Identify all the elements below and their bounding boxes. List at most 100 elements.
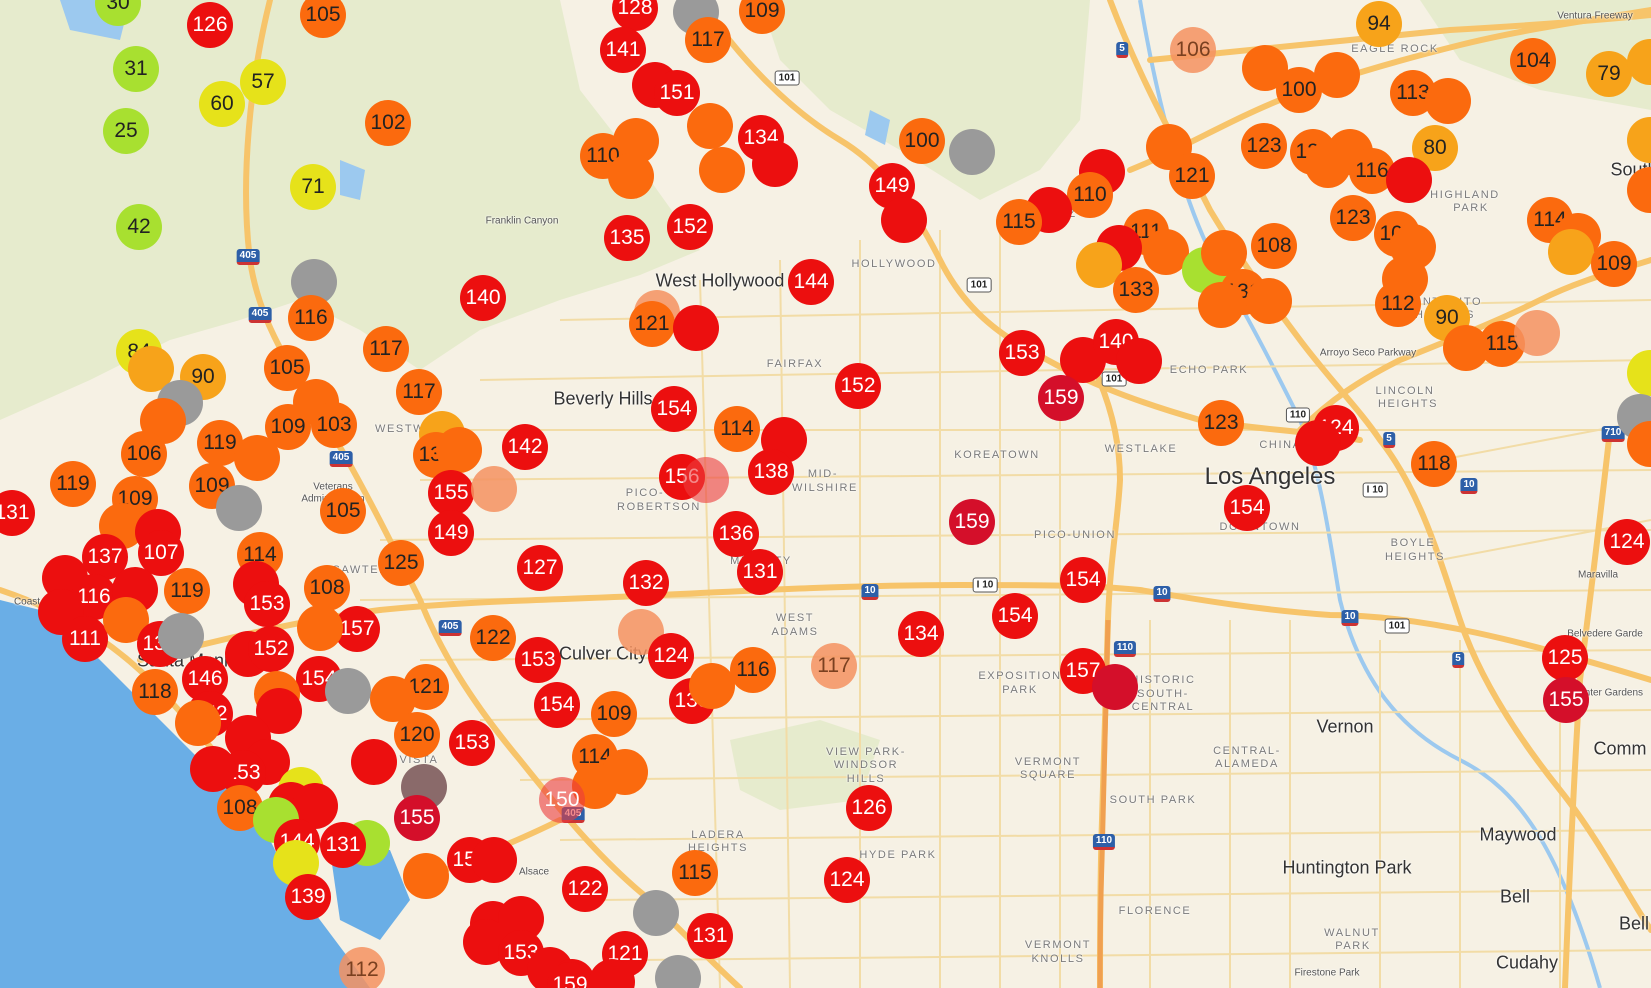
- sensor-marker[interactable]: 114: [714, 406, 760, 452]
- sensor-marker[interactable]: 122: [562, 866, 608, 912]
- sensor-marker[interactable]: [683, 457, 729, 503]
- sensor-marker[interactable]: 154: [651, 386, 697, 432]
- sensor-marker[interactable]: 116: [288, 295, 334, 341]
- sensor-marker[interactable]: 124: [1604, 519, 1650, 565]
- sensor-marker[interactable]: [1295, 420, 1341, 466]
- sensor-marker[interactable]: [655, 955, 701, 988]
- sensor-marker[interactable]: 149: [428, 510, 474, 556]
- sensor-marker[interactable]: [687, 103, 733, 149]
- sensor-marker[interactable]: 131: [320, 822, 366, 868]
- sensor-marker[interactable]: 132: [623, 560, 669, 606]
- sensor-marker[interactable]: 105: [300, 0, 346, 38]
- sensor-marker[interactable]: [1386, 157, 1432, 203]
- sensor-marker[interactable]: 109: [265, 404, 311, 450]
- sensor-marker[interactable]: 144: [788, 259, 834, 305]
- sensor-marker[interactable]: [633, 890, 679, 936]
- sensor-marker[interactable]: 153: [449, 720, 495, 766]
- sensor-marker[interactable]: 120: [394, 712, 440, 758]
- sensor-marker[interactable]: 94: [1356, 1, 1402, 47]
- sensor-marker[interactable]: 79: [1586, 51, 1632, 97]
- sensor-marker[interactable]: [1443, 325, 1489, 371]
- sensor-marker[interactable]: 123: [1241, 123, 1287, 169]
- sensor-marker[interactable]: 153: [515, 637, 561, 683]
- sensor-marker[interactable]: 152: [835, 363, 881, 409]
- sensor-marker[interactable]: 128: [612, 0, 658, 31]
- sensor-marker[interactable]: 105: [320, 488, 366, 534]
- sensor-marker[interactable]: 103: [311, 402, 357, 448]
- sensor-marker[interactable]: 115: [996, 199, 1042, 245]
- sensor-marker[interactable]: [436, 427, 482, 473]
- sensor-marker[interactable]: 138: [748, 449, 794, 495]
- sensor-marker[interactable]: 154: [1060, 557, 1106, 603]
- sensor-marker[interactable]: [1092, 664, 1138, 710]
- sensor-marker[interactable]: 133: [1113, 267, 1159, 313]
- sensor-marker[interactable]: [1548, 229, 1594, 275]
- sensor-marker[interactable]: 104: [1510, 38, 1556, 84]
- sensor-marker[interactable]: 152: [667, 204, 713, 250]
- sensor-marker[interactable]: 151: [654, 70, 700, 116]
- sensor-marker[interactable]: 153: [999, 330, 1045, 376]
- sensor-marker[interactable]: 117: [396, 369, 442, 415]
- sensor-marker[interactable]: 135: [604, 215, 650, 261]
- sensor-marker[interactable]: [1198, 282, 1244, 328]
- sensor-marker[interactable]: 123: [1330, 195, 1376, 241]
- sensor-marker[interactable]: 109: [1591, 241, 1637, 287]
- sensor-marker[interactable]: 110: [1067, 172, 1113, 218]
- sensor-marker[interactable]: [1246, 278, 1292, 324]
- sensor-marker[interactable]: [1116, 338, 1162, 384]
- sensor-marker[interactable]: 117: [685, 17, 731, 63]
- sensor-marker[interactable]: 100: [899, 118, 945, 164]
- sensor-marker[interactable]: 122: [470, 615, 516, 661]
- sensor-marker[interactable]: 152: [248, 626, 294, 672]
- sensor-marker[interactable]: 126: [846, 785, 892, 831]
- sensor-marker[interactable]: [1143, 229, 1189, 275]
- sensor-marker[interactable]: 125: [1542, 635, 1588, 681]
- sensor-marker[interactable]: 102: [365, 100, 411, 146]
- sensor-marker[interactable]: 159: [949, 499, 995, 545]
- sensor-marker[interactable]: [689, 663, 735, 709]
- sensor-marker[interactable]: 115: [672, 850, 718, 896]
- sensor-marker[interactable]: 154: [534, 682, 580, 728]
- sensor-marker[interactable]: 118: [1411, 441, 1457, 487]
- sensor-marker[interactable]: 126: [187, 2, 233, 48]
- sensor-marker[interactable]: 155: [394, 795, 440, 841]
- sensor-marker[interactable]: [752, 141, 798, 187]
- sensor-marker[interactable]: 123: [1198, 400, 1244, 446]
- sensor-marker[interactable]: 159: [547, 962, 593, 988]
- sensor-marker[interactable]: [297, 605, 343, 651]
- sensor-marker[interactable]: [403, 853, 449, 899]
- sensor-marker[interactable]: [881, 197, 927, 243]
- sensor-marker[interactable]: 150: [539, 777, 585, 823]
- sensor-marker[interactable]: 100: [1276, 67, 1322, 113]
- sensor-marker[interactable]: 90: [180, 354, 226, 400]
- sensor-marker[interactable]: 153: [244, 581, 290, 627]
- sensor-marker[interactable]: [1201, 230, 1247, 276]
- sensor-marker[interactable]: 159: [1038, 375, 1084, 421]
- sensor-marker[interactable]: 42: [116, 204, 162, 250]
- sensor-marker[interactable]: 124: [824, 857, 870, 903]
- sensor-marker[interactable]: [1305, 142, 1351, 188]
- sensor-marker[interactable]: 154: [992, 593, 1038, 639]
- sensor-marker[interactable]: 106: [1170, 27, 1216, 73]
- sensor-marker[interactable]: 111: [62, 616, 108, 662]
- sensor-marker[interactable]: 112: [1375, 281, 1421, 327]
- sensor-marker[interactable]: 119: [50, 461, 96, 507]
- sensor-marker[interactable]: [190, 746, 236, 792]
- sensor-marker[interactable]: 121: [629, 301, 675, 347]
- sensor-marker[interactable]: 131: [0, 490, 35, 536]
- sensor-marker[interactable]: [699, 147, 745, 193]
- sensor-marker[interactable]: [351, 739, 397, 785]
- sensor-marker[interactable]: 118: [132, 669, 178, 715]
- sensor-marker[interactable]: [608, 153, 654, 199]
- sensor-marker[interactable]: 127: [517, 545, 563, 591]
- sensor-marker[interactable]: 25: [103, 108, 149, 154]
- sensor-marker[interactable]: [471, 837, 517, 883]
- sensor-marker[interactable]: [1514, 310, 1560, 356]
- sensor-marker[interactable]: 57: [240, 59, 286, 105]
- sensor-marker[interactable]: 109: [591, 691, 637, 737]
- sensor-marker[interactable]: 154: [1224, 485, 1270, 531]
- sensor-marker[interactable]: 117: [811, 643, 857, 689]
- sensor-marker[interactable]: 107: [138, 530, 184, 576]
- sensor-marker[interactable]: 112: [339, 947, 385, 988]
